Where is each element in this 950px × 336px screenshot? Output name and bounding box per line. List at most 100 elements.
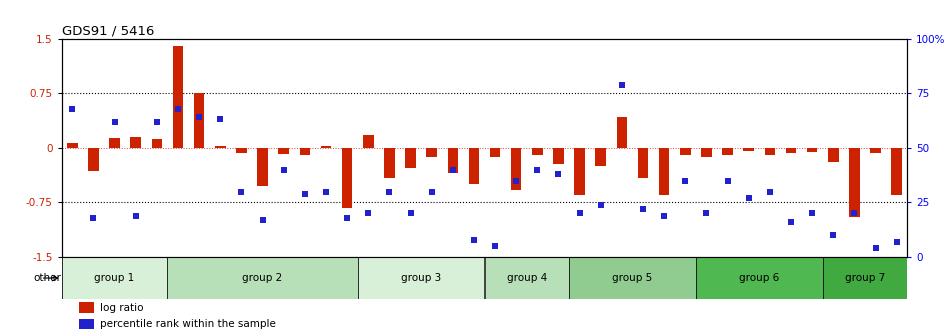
Bar bbox=[427, 148, 437, 157]
Point bbox=[65, 106, 80, 111]
Bar bbox=[215, 146, 225, 148]
Point bbox=[128, 213, 143, 218]
Point bbox=[276, 167, 292, 172]
Point bbox=[361, 211, 376, 216]
Text: group 2: group 2 bbox=[242, 273, 283, 283]
Bar bbox=[67, 143, 78, 148]
Bar bbox=[299, 148, 310, 155]
Bar bbox=[569, 257, 695, 299]
Point bbox=[297, 191, 313, 196]
Point bbox=[572, 211, 587, 216]
Bar bbox=[342, 148, 352, 208]
Bar bbox=[786, 148, 796, 153]
Bar bbox=[79, 319, 94, 329]
Bar bbox=[765, 148, 775, 155]
Bar bbox=[807, 148, 817, 152]
Point bbox=[192, 115, 207, 120]
Text: group 3: group 3 bbox=[401, 273, 441, 283]
Point bbox=[508, 178, 523, 183]
Point bbox=[149, 119, 164, 124]
Bar bbox=[823, 257, 907, 299]
Bar bbox=[695, 257, 823, 299]
Text: GDS91 / 5416: GDS91 / 5416 bbox=[62, 25, 154, 38]
Point bbox=[86, 215, 101, 220]
Point bbox=[593, 202, 608, 207]
Text: group 7: group 7 bbox=[845, 273, 885, 283]
Bar bbox=[484, 257, 569, 299]
Point bbox=[889, 239, 904, 245]
Bar bbox=[167, 257, 357, 299]
Point bbox=[234, 189, 249, 194]
Bar bbox=[511, 148, 522, 190]
Point bbox=[699, 211, 714, 216]
Bar bbox=[384, 148, 394, 178]
Point bbox=[107, 119, 123, 124]
Bar bbox=[722, 148, 732, 155]
Bar bbox=[130, 137, 141, 148]
Point bbox=[255, 217, 270, 222]
Point bbox=[636, 206, 651, 212]
Bar bbox=[617, 117, 627, 148]
Text: log ratio: log ratio bbox=[100, 303, 143, 313]
Point bbox=[318, 189, 333, 194]
Bar bbox=[659, 148, 670, 195]
Bar bbox=[891, 148, 902, 195]
Point bbox=[487, 243, 503, 249]
Point bbox=[424, 189, 439, 194]
Text: group 5: group 5 bbox=[613, 273, 653, 283]
Point bbox=[170, 106, 185, 111]
Point bbox=[213, 117, 228, 122]
Bar bbox=[79, 302, 94, 313]
Bar bbox=[152, 139, 162, 148]
Bar bbox=[553, 148, 563, 164]
Bar bbox=[637, 148, 648, 178]
Bar bbox=[744, 148, 754, 152]
Text: other: other bbox=[34, 273, 62, 283]
Bar bbox=[575, 148, 585, 195]
Bar bbox=[701, 148, 712, 157]
Text: group 6: group 6 bbox=[739, 273, 779, 283]
Bar bbox=[406, 148, 416, 168]
Bar bbox=[257, 148, 268, 186]
Text: group 1: group 1 bbox=[94, 273, 135, 283]
Bar bbox=[173, 46, 183, 148]
Point bbox=[762, 189, 777, 194]
Point bbox=[846, 211, 862, 216]
Bar bbox=[468, 148, 479, 184]
Bar bbox=[194, 93, 204, 148]
Bar bbox=[363, 135, 373, 148]
Bar bbox=[237, 148, 247, 153]
Point bbox=[677, 178, 693, 183]
Bar bbox=[62, 257, 167, 299]
Point bbox=[868, 246, 884, 251]
Bar bbox=[849, 148, 860, 217]
Point bbox=[805, 211, 820, 216]
Bar bbox=[321, 146, 332, 148]
Bar bbox=[680, 148, 691, 155]
Bar bbox=[596, 148, 606, 166]
Bar bbox=[357, 257, 484, 299]
Bar bbox=[88, 148, 99, 171]
Text: group 4: group 4 bbox=[506, 273, 547, 283]
Point bbox=[466, 237, 482, 242]
Bar bbox=[447, 148, 458, 173]
Point bbox=[615, 82, 630, 87]
Point bbox=[403, 211, 418, 216]
Point bbox=[826, 233, 841, 238]
Point bbox=[339, 215, 354, 220]
Point bbox=[720, 178, 735, 183]
Bar bbox=[109, 138, 120, 148]
Bar bbox=[278, 148, 289, 154]
Text: percentile rank within the sample: percentile rank within the sample bbox=[100, 319, 276, 329]
Bar bbox=[870, 148, 881, 153]
Point bbox=[530, 167, 545, 172]
Point bbox=[784, 219, 799, 225]
Point bbox=[551, 171, 566, 177]
Bar bbox=[828, 148, 839, 162]
Bar bbox=[490, 148, 501, 157]
Point bbox=[446, 167, 461, 172]
Point bbox=[382, 189, 397, 194]
Bar bbox=[532, 148, 542, 155]
Point bbox=[656, 213, 672, 218]
Point bbox=[741, 195, 756, 201]
